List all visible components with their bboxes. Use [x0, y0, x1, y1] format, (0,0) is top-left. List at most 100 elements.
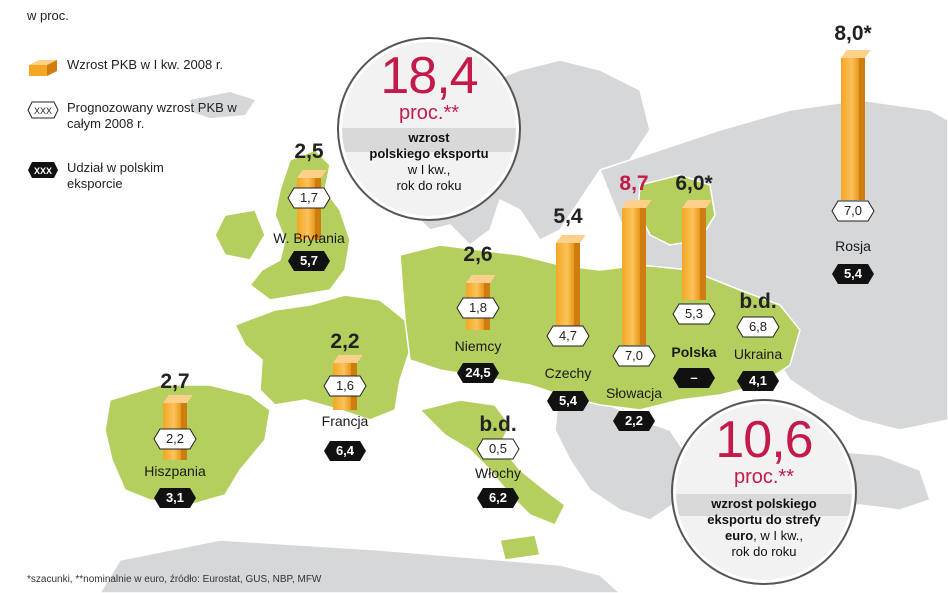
export-share-value-pl: – — [690, 370, 698, 385]
gdp-bar-ru — [841, 50, 871, 200]
country-name-ua: Ukraina — [733, 346, 783, 362]
export-desc-line4: rok do roku — [396, 178, 462, 193]
export-share-value-ua: 4,1 — [748, 373, 768, 388]
hexagon-outline-icon — [612, 345, 656, 367]
forecast-badge-fr: 1,6 — [323, 375, 367, 397]
forecast-value-ru: 7,0 — [843, 203, 863, 218]
country-name-cz: Czechy — [544, 365, 592, 381]
gdp-bar-side — [315, 178, 321, 240]
gdp-bar-top — [333, 355, 363, 363]
export-share-value-es: 3,1 — [165, 490, 185, 505]
export-share-badge-it: 6,2 — [476, 487, 520, 509]
hexagon-outline-icon — [456, 297, 500, 319]
forecast-badge-es: 2,2 — [153, 428, 197, 450]
hexagon-outline-icon — [323, 375, 367, 397]
export-share-badge-ua: 4,1 — [736, 370, 780, 392]
forecast-value-fr: 1,6 — [335, 378, 355, 393]
gdp-bar-top — [163, 395, 193, 403]
country-name-it: Włochy — [475, 465, 521, 481]
country-name-sk: Słowacja — [605, 385, 663, 401]
country-name-fr: Francja — [321, 413, 369, 429]
hexagon-outline-icon — [287, 187, 331, 209]
export-desc-line3: w I kw., — [407, 162, 451, 177]
euro-export-desc: wzrost polskiego eksportu do strefy euro… — [676, 496, 852, 560]
gdp-bar-sk — [622, 200, 652, 345]
hexagon-outline-icon — [153, 428, 197, 450]
gdp-q1-value-es: 2,7 — [160, 370, 190, 393]
hexagon-filled-icon — [673, 368, 715, 388]
forecast-value-es: 2,2 — [165, 431, 185, 446]
gdp-bar-face — [682, 208, 700, 300]
hexagon-filled-icon — [547, 391, 589, 411]
uk-ireland-land — [214, 149, 351, 301]
forecast-badge-cz: 4,7 — [546, 325, 590, 347]
legend-export-share-label: Udział w polskim eksporcie — [67, 160, 164, 191]
hexagon-outline-icon — [476, 438, 520, 460]
export-growth-bubble: 18,4 proc.** wzrost polskiego eksportu w… — [342, 42, 516, 216]
gdp-q1-value-pl: 6,0* — [675, 172, 713, 195]
gdp-bar-pl — [682, 200, 712, 300]
legend-units-label: w proc. — [27, 8, 69, 23]
export-share-badge-uk: 5,7 — [287, 250, 331, 272]
gdp-q1-value-ua: b.d. — [739, 290, 777, 313]
gdp-bar-side — [700, 208, 706, 300]
gdp-bar-side — [640, 208, 646, 345]
hexagon-filled-icon: XXX — [28, 162, 58, 178]
legend-forecast: XXX Prognozowany wzrost PKB w całym 2008… — [27, 100, 237, 132]
legend-forecast-placeholder: XXX — [34, 106, 52, 116]
euro-desc-line2: eksportu do strefy — [707, 512, 821, 527]
legend-gdp-q1-label: Wzrost PKB w I kw. 2008 r. — [67, 57, 224, 72]
forecast-badge-it: 0,5 — [476, 438, 520, 460]
euro-desc-line1: wzrost polskiego — [711, 496, 817, 511]
gdp-q1-value-fr: 2,2 — [330, 330, 360, 353]
export-share-value-sk: 2,2 — [624, 413, 644, 428]
export-share-badge-fr: 6,4 — [323, 440, 367, 462]
gdp-bar-face — [841, 58, 859, 200]
country-name-ru: Rosja — [835, 238, 871, 254]
forecast-value-de: 1,8 — [468, 300, 488, 315]
forecast-badge-ua: 6,8 — [736, 316, 780, 338]
hexagon-filled-icon — [154, 488, 196, 508]
export-desc-line1: wzrost — [408, 130, 450, 145]
euro-desc-line4: rok do roku — [731, 544, 797, 559]
export-share-value-de: 24,5 — [465, 365, 491, 380]
export-growth-unit: proc.** — [398, 102, 460, 124]
hexagon-outline-icon — [672, 303, 716, 325]
hexagon-filled-icon — [457, 363, 499, 383]
gdp-q1-value-sk: 8,7 — [619, 172, 649, 195]
export-desc-line2: polskiego eksportu — [369, 146, 489, 161]
export-share-badge-sk: 2,2 — [612, 410, 656, 432]
forecast-value-it: 0,5 — [488, 441, 508, 456]
gdp-q1-value-it: b.d. — [479, 413, 517, 436]
gdp-bar-top — [466, 275, 496, 283]
country-name-uk: W. Brytania — [273, 230, 345, 246]
hexagon-filled-icon — [477, 488, 519, 508]
hexagon-outline-icon: XXX — [27, 101, 59, 119]
gdp-q1-value-uk: 2,5 — [294, 140, 324, 163]
export-share-badge-de: 24,5 — [456, 362, 500, 384]
gdp-bar-top — [297, 170, 327, 178]
legend-export-placeholder: XXX — [34, 166, 52, 176]
legend-gdp-q1: Wzrost PKB w I kw. 2008 r. — [27, 57, 223, 77]
gdp-bar-side — [859, 58, 865, 200]
hexagon-filled-icon — [832, 264, 874, 284]
gdp-bar-face — [622, 208, 640, 345]
hexagon-outline-icon — [736, 316, 780, 338]
export-share-badge-ru: 5,4 — [831, 263, 875, 285]
forecast-value-sk: 7,0 — [624, 348, 644, 363]
orange-block-icon — [29, 60, 57, 76]
forecast-value-uk: 1,7 — [299, 190, 319, 205]
export-share-badge-cz: 5,4 — [546, 390, 590, 412]
euro-export-band — [676, 494, 852, 516]
country-name-pl: Polska — [671, 344, 717, 360]
export-growth-desc: wzrost polskiego eksportu w I kw., rok d… — [342, 130, 516, 194]
forecast-value-cz: 4,7 — [558, 328, 578, 343]
gdp-bar-face — [556, 243, 574, 345]
export-share-value-ru: 5,4 — [843, 266, 863, 281]
france-land — [233, 294, 411, 421]
export-share-value-uk: 5,7 — [299, 253, 319, 268]
euro-desc-line3-bold: euro — [724, 528, 754, 543]
forecast-badge-de: 1,8 — [456, 297, 500, 319]
hexagon-filled-icon — [613, 411, 655, 431]
